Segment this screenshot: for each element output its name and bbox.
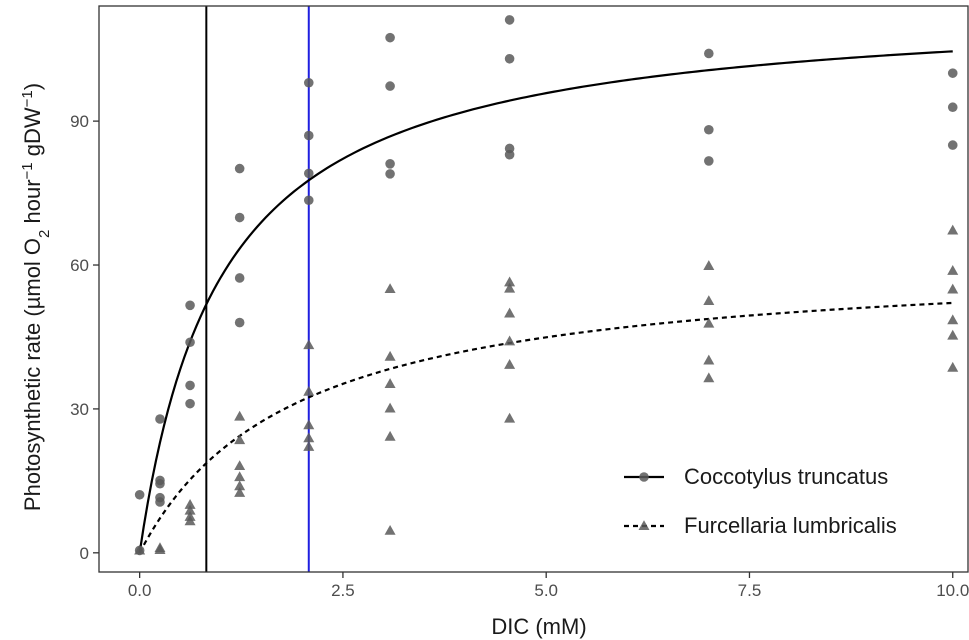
legend-marker-coccotylus: [639, 472, 649, 482]
data-point-furcellaria-21: [384, 402, 396, 413]
data-point-coccotylus-13: [234, 273, 245, 283]
data-point-coccotylus-24: [504, 53, 515, 64]
x-tick-label-2: 5.0: [534, 581, 558, 600]
data-point-furcellaria-24: [504, 276, 516, 287]
x-axis-title: DIC (mM): [491, 614, 586, 639]
plot-panel-border: [98, 5, 969, 573]
data-point-furcellaria-4: [184, 504, 196, 515]
y-tick-label-0: 0: [80, 544, 89, 563]
data-points: [134, 15, 959, 556]
data-point-coccotylus-20: [385, 81, 395, 91]
data-point-coccotylus-12: [234, 212, 245, 223]
data-point-furcellaria-37: [947, 283, 959, 294]
axes: 0.0 2.5 5.0 7.5 10.0 0 30 60 90: [70, 5, 969, 600]
y-tick-label-3: 90: [70, 112, 89, 131]
data-point-furcellaria-38: [947, 314, 959, 325]
legend: Coccotylus truncatus Furcellaria lumbric…: [624, 464, 897, 538]
data-point-furcellaria-33: [703, 354, 715, 365]
data-point-coccotylus-21: [385, 159, 395, 169]
data-point-coccotylus-19: [385, 32, 395, 43]
x-tick-label-0: 0.0: [128, 581, 152, 600]
data-point-coccotylus-9: [185, 380, 195, 391]
fit-line-furcellaria: [138, 301, 953, 554]
data-point-furcellaria-18: [384, 283, 396, 294]
data-point-coccotylus-23: [504, 15, 515, 25]
data-point-coccotylus-6: [155, 497, 165, 507]
data-point-furcellaria-10: [234, 471, 246, 482]
data-point-furcellaria-25: [504, 282, 516, 293]
data-point-furcellaria-40: [947, 361, 959, 372]
data-point-furcellaria-28: [504, 358, 516, 369]
data-point-furcellaria-22: [384, 430, 396, 441]
data-point-coccotylus-4: [155, 478, 165, 489]
data-point-furcellaria-3: [184, 499, 196, 509]
legend-key-coccotylus: [624, 472, 664, 482]
data-point-furcellaria-31: [703, 295, 715, 306]
data-point-coccotylus-17: [303, 168, 314, 179]
data-point-coccotylus-27: [704, 48, 714, 59]
data-point-furcellaria-17: [303, 441, 315, 451]
data-point-furcellaria-7: [234, 410, 246, 421]
data-point-coccotylus-14: [234, 317, 245, 328]
data-point-coccotylus-26: [504, 149, 515, 160]
data-point-furcellaria-16: [303, 432, 315, 443]
data-point-coccotylus-28: [704, 124, 714, 135]
data-point-furcellaria-19: [384, 350, 396, 361]
data-point-coccotylus-32: [947, 140, 958, 150]
data-point-coccotylus-16: [303, 130, 314, 141]
data-point-coccotylus-10: [185, 398, 195, 409]
data-point-coccotylus-2: [155, 414, 165, 424]
data-point-furcellaria-15: [303, 419, 315, 430]
data-point-furcellaria-36: [947, 264, 959, 275]
data-point-furcellaria-23: [384, 524, 396, 535]
x-tick-label-4: 10.0: [936, 581, 969, 600]
legend-label-coccotylus: Coccotylus truncatus: [684, 464, 888, 489]
fit-curves: [138, 50, 953, 554]
x-tick-label-3: 7.5: [738, 581, 762, 600]
data-point-coccotylus-15: [303, 77, 314, 88]
data-point-furcellaria-39: [947, 329, 959, 340]
data-point-furcellaria-27: [504, 335, 516, 346]
data-point-furcellaria-20: [384, 378, 396, 389]
data-point-coccotylus-29: [704, 156, 714, 166]
data-point-furcellaria-8: [234, 434, 246, 445]
data-point-coccotylus-7: [185, 300, 195, 311]
data-point-furcellaria-30: [703, 260, 715, 271]
data-point-furcellaria-6: [184, 515, 196, 526]
data-point-furcellaria-29: [504, 412, 516, 423]
data-point-furcellaria-0: [134, 544, 146, 555]
fit-line-coccotylus: [138, 50, 953, 553]
data-point-coccotylus-30: [947, 68, 958, 78]
data-point-furcellaria-9: [234, 460, 246, 471]
legend-marker-furcellaria: [638, 520, 650, 531]
data-point-coccotylus-22: [385, 169, 395, 179]
data-point-coccotylus-31: [947, 102, 958, 113]
y-tick-label-1: 30: [70, 400, 89, 419]
data-point-coccotylus-11: [234, 163, 245, 174]
data-point-furcellaria-14: [303, 385, 315, 396]
data-point-coccotylus-0: [134, 489, 145, 500]
legend-key-furcellaria: [624, 520, 664, 531]
y-axis-title: Photosynthetic rate (µmol O2 hour−1 gDW−…: [19, 83, 53, 511]
data-point-coccotylus-18: [303, 195, 314, 206]
data-point-furcellaria-34: [703, 372, 715, 383]
reference-lines: [205, 6, 310, 572]
data-point-furcellaria-32: [703, 317, 715, 328]
data-point-coccotylus-8: [185, 337, 195, 348]
data-point-furcellaria-13: [303, 339, 315, 350]
data-point-furcellaria-11: [234, 480, 246, 491]
data-point-furcellaria-35: [947, 224, 959, 235]
x-tick-label-1: 2.5: [331, 581, 355, 600]
data-point-furcellaria-12: [234, 487, 246, 497]
legend-label-furcellaria: Furcellaria lumbricalis: [684, 513, 897, 538]
data-point-furcellaria-2: [154, 544, 166, 554]
y-tick-label-2: 60: [70, 256, 89, 275]
data-point-furcellaria-26: [504, 307, 516, 318]
